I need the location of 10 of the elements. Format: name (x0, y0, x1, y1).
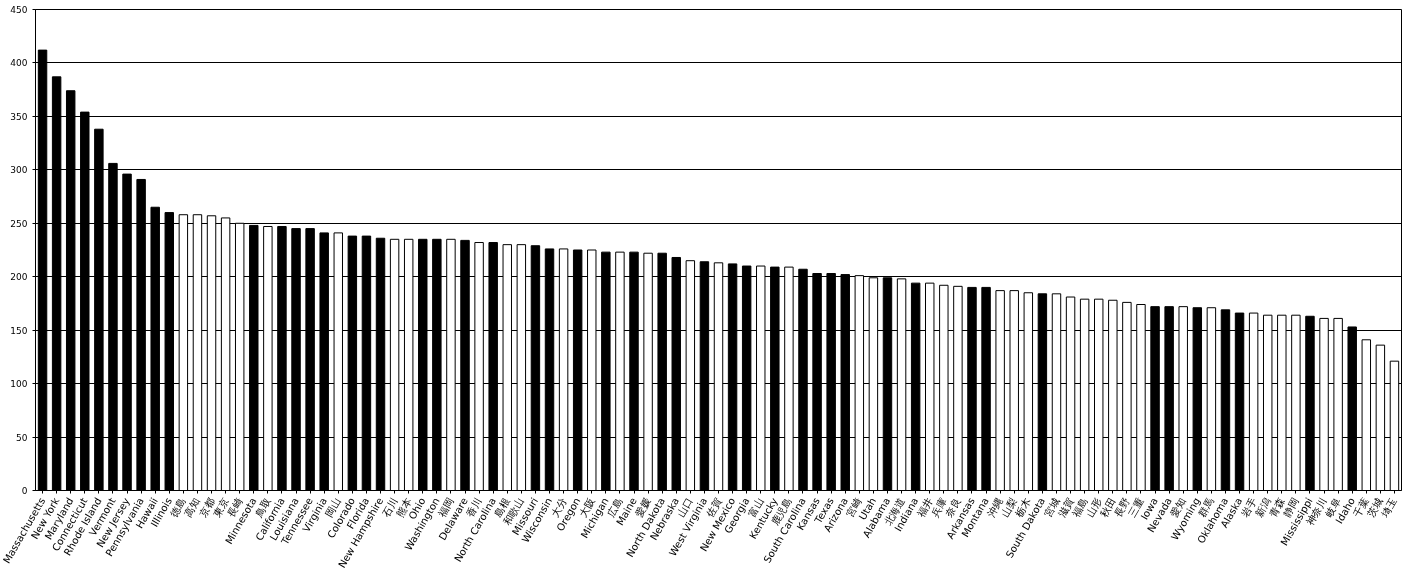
y-tick-label: 400 (10, 58, 28, 69)
y-tick-label: 50 (16, 432, 28, 443)
y-tick-label: 250 (10, 218, 28, 229)
y-tick-label: 300 (10, 165, 28, 176)
y-tick-label: 450 (10, 5, 28, 15)
y-tick-label: 200 (10, 272, 28, 283)
y-tick-label: 150 (10, 325, 28, 336)
y-tick-label: 100 (10, 379, 28, 390)
y-tick-label: 0 (21, 486, 28, 496)
y-tick-label: 350 (10, 111, 28, 122)
